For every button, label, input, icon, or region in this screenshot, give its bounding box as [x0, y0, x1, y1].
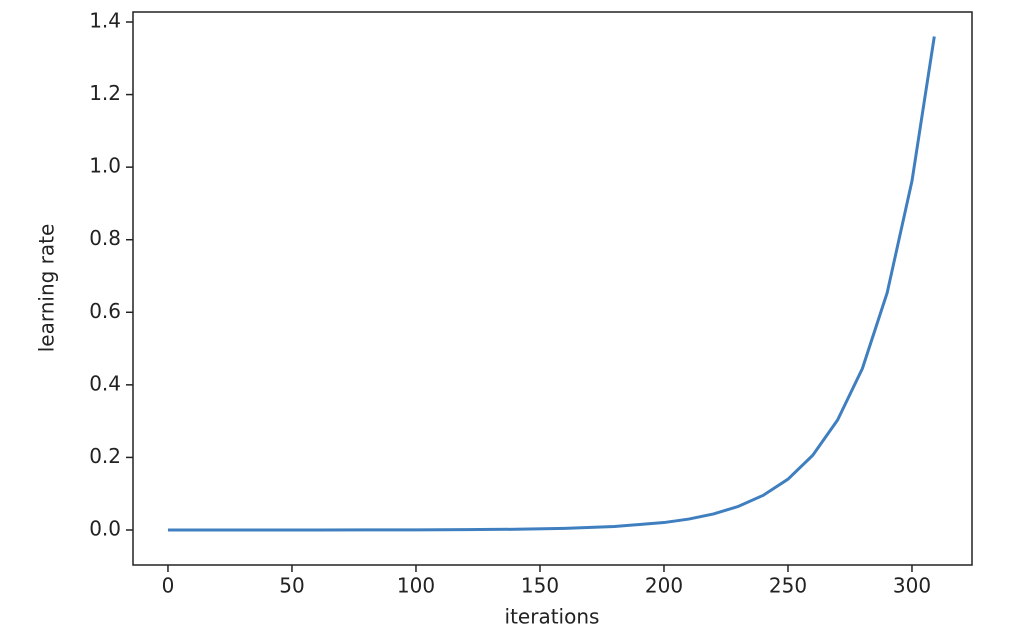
y-tick-label: 0.8 [89, 226, 121, 250]
y-tick-label: 0.4 [89, 371, 121, 395]
x-tick-label: 50 [279, 574, 304, 598]
y-tick-label: 0.0 [89, 516, 121, 540]
y-tick-label: 1.4 [89, 9, 121, 33]
x-tick-label: 300 [893, 574, 931, 598]
y-tick-label: 0.6 [89, 299, 121, 323]
plot-frame [132, 11, 973, 566]
y-tick-label: 1.0 [89, 154, 121, 178]
y-axis-label: learning rate [35, 224, 59, 353]
x-axis-label: iterations [505, 605, 600, 629]
x-tick-label: 250 [769, 574, 807, 598]
y-tick-label: 0.2 [89, 444, 121, 468]
x-tick-label: 0 [162, 574, 175, 598]
x-tick-label: 100 [397, 574, 435, 598]
y-tick-label: 1.2 [89, 81, 121, 105]
line-series [167, 36, 936, 532]
x-tick-label: 150 [521, 574, 559, 598]
x-tick-label: 200 [645, 574, 683, 598]
